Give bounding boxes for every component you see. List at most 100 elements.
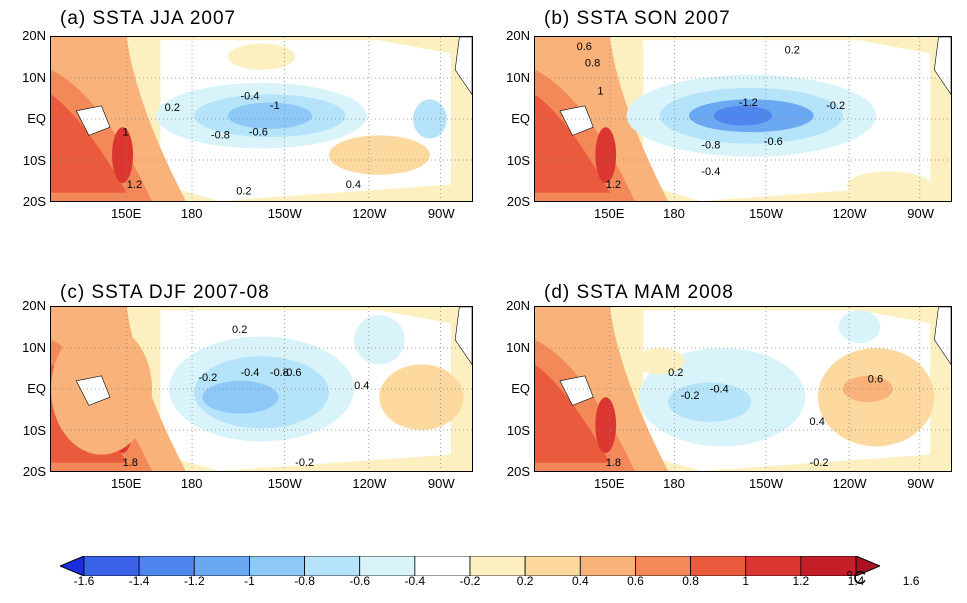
- contour-label: -1: [270, 100, 280, 112]
- contour-label: 0.4: [346, 179, 361, 191]
- colorbar-cell: [249, 556, 305, 576]
- map-panel-b: -1.2 -0.8 -0.6 -0.4 0.6 0.8 1 1.2 -0.2 0.2: [534, 36, 952, 202]
- contour-label: 0.4: [810, 416, 825, 428]
- contour-label: 0.4: [354, 380, 369, 392]
- contour-label: -0.2: [826, 100, 845, 112]
- contour-label: 1: [123, 126, 129, 138]
- contour-label: -0.8: [211, 130, 230, 142]
- lon-label: 180: [663, 476, 685, 491]
- colorbar-tick-label: 1.2: [792, 574, 810, 588]
- lon-label: 150W: [267, 476, 302, 491]
- lon-label: 120W: [352, 476, 387, 491]
- colorbar-tick-label: -1.6: [73, 574, 95, 588]
- contour-label: -0.4: [240, 90, 259, 102]
- colorbar-cell: [359, 556, 416, 576]
- colorbar-cell: [635, 556, 691, 576]
- sst-map-d: -0.4 -0.2 0.2 0.4 0.6 1.8 -0.2: [535, 307, 951, 471]
- lat-label: 20N: [22, 298, 46, 313]
- contour-label: 0.2: [785, 44, 800, 56]
- colorbar-tick-label: -1.2: [183, 574, 205, 588]
- map-panel-d: -0.4 -0.2 0.2 0.4 0.6 1.8 -0.2: [534, 306, 952, 472]
- lat-label: 20S: [22, 194, 46, 209]
- lon-label: 90W: [427, 206, 455, 221]
- lat-label: 20S: [22, 464, 46, 479]
- contour-label: -0.4: [710, 383, 729, 395]
- panel-b-title: (b) SSTA SON 2007: [544, 8, 731, 29]
- colorbar-tick-label: 0.6: [627, 574, 644, 588]
- colorbar-cell: [83, 556, 140, 576]
- contour-label: 0.8: [585, 58, 600, 70]
- contour-label: -0.2: [198, 372, 217, 384]
- lat-label: EQ: [511, 381, 530, 396]
- lon-label: 90W: [907, 476, 934, 491]
- lat-label: 10S: [22, 422, 46, 438]
- colorbar-tick-label: 0.2: [516, 574, 534, 588]
- colorbar-tick-label: 1.6: [902, 574, 920, 588]
- contour-label: 0.2: [165, 102, 180, 114]
- lon-label: 180: [663, 206, 685, 221]
- contour-label: -0.2: [295, 457, 314, 469]
- lon-label: 150E: [110, 206, 142, 221]
- panel-a-title: (a) SSTA JJA 2007: [60, 8, 237, 29]
- contour-label: -0.2: [681, 390, 700, 402]
- contour-label: 1.2: [127, 179, 142, 191]
- sst-map-c: -0.8-0.6 -0.4 -0.2 0.2 1.8 -0.2 0.4: [51, 307, 472, 471]
- contour-label: -0.8: [270, 367, 289, 379]
- contour-label: -1.2: [739, 97, 758, 109]
- lon-label: 150W: [749, 476, 783, 491]
- colorbar-cell: [193, 556, 250, 576]
- colorbar-tick-label: -1: [244, 574, 255, 588]
- colorbar-tick-label: 1: [742, 574, 750, 588]
- contour-label: -0.8: [701, 140, 720, 152]
- lon-label: 150E: [594, 476, 625, 491]
- lat-label: 10S: [22, 152, 46, 168]
- lon-label: 90W: [907, 206, 934, 221]
- lon-label: 150W: [749, 206, 783, 221]
- lon-label: 180: [180, 206, 203, 221]
- map-panel-a: -1 -0.8 -0.6 -0.4 0.2 1 1.2 0.4 0.2: [50, 36, 473, 202]
- colorbar-cell: [524, 556, 581, 576]
- lat-label: 10N: [22, 339, 46, 355]
- lon-label: 120W: [352, 206, 387, 221]
- lat-label: 10S: [506, 152, 530, 168]
- contour-label: -0.2: [810, 457, 829, 469]
- lat-label: 10N: [22, 69, 46, 85]
- colorbar-tick-label: 0.8: [682, 574, 699, 588]
- colorbar-cell: [690, 556, 747, 576]
- lat-label: EQ: [27, 381, 46, 396]
- colorbar-tick-label: -0.2: [459, 574, 481, 588]
- contour-label: 1: [597, 85, 603, 97]
- lat-label: 20N: [506, 28, 530, 43]
- contour-label: -0.4: [701, 166, 720, 178]
- lon-label: 150E: [110, 476, 142, 491]
- lat-label: 10S: [506, 422, 530, 438]
- lon-label: 90W: [427, 476, 455, 491]
- colorbar-cell: [469, 556, 526, 576]
- lon-label: 150W: [267, 206, 302, 221]
- lon-label: 120W: [832, 476, 867, 491]
- lon-label: 120W: [832, 206, 867, 221]
- lat-label: 20S: [506, 194, 530, 209]
- lat-label: 10N: [506, 69, 530, 85]
- colorbar-tick-label: -1.4: [128, 574, 150, 588]
- colorbar-cell: [304, 556, 361, 576]
- colorbar: [60, 556, 880, 576]
- contour-label: 1.2: [606, 179, 621, 191]
- lat-label: 20N: [506, 298, 530, 313]
- colorbar-cell: [745, 556, 802, 576]
- colorbar-tick-label: -0.4: [404, 574, 426, 588]
- contour-label: 1.8: [606, 457, 621, 469]
- contour-label: 0.2: [232, 324, 247, 336]
- lat-label: 20S: [506, 464, 530, 479]
- contour-label: 0.2: [668, 367, 683, 379]
- sst-map-b: -1.2 -0.8 -0.6 -0.4 0.6 0.8 1 1.2 -0.2 0.2: [535, 37, 951, 201]
- contour-label: -0.6: [283, 367, 302, 379]
- map-panel-c: -0.8 -0.6 -0.4 -0.2 0.2 1.8 -0.2 0.4: [50, 306, 473, 472]
- lat-label: 10N: [506, 339, 530, 355]
- colorbar-tick-label: 0.4: [571, 574, 589, 588]
- contour-label: 1.8: [123, 457, 138, 469]
- contour-label: -0.4: [240, 367, 259, 379]
- contour-label: -0.6: [764, 136, 783, 148]
- panel-c-title: (c) SSTA DJF 2007-08: [60, 282, 270, 303]
- lat-label: EQ: [27, 111, 46, 126]
